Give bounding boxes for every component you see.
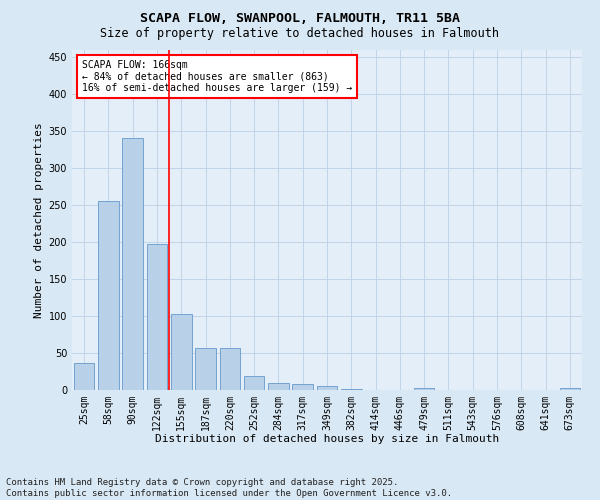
Y-axis label: Number of detached properties: Number of detached properties: [34, 122, 44, 318]
Bar: [317, 386, 337, 390]
Bar: [74, 364, 94, 390]
Bar: [195, 348, 216, 390]
Bar: [341, 388, 362, 390]
Text: Size of property relative to detached houses in Falmouth: Size of property relative to detached ho…: [101, 28, 499, 40]
Bar: [220, 348, 240, 390]
Bar: [171, 314, 191, 390]
Text: SCAPA FLOW, SWANPOOL, FALMOUTH, TR11 5BA: SCAPA FLOW, SWANPOOL, FALMOUTH, TR11 5BA: [140, 12, 460, 26]
Bar: [268, 382, 289, 390]
Bar: [414, 388, 434, 390]
X-axis label: Distribution of detached houses by size in Falmouth: Distribution of detached houses by size …: [155, 434, 499, 444]
Bar: [560, 388, 580, 390]
Bar: [146, 244, 167, 390]
Bar: [122, 138, 143, 390]
Text: Contains HM Land Registry data © Crown copyright and database right 2025.
Contai: Contains HM Land Registry data © Crown c…: [6, 478, 452, 498]
Bar: [292, 384, 313, 390]
Bar: [98, 201, 119, 390]
Text: SCAPA FLOW: 166sqm
← 84% of detached houses are smaller (863)
16% of semi-detach: SCAPA FLOW: 166sqm ← 84% of detached hou…: [82, 60, 352, 94]
Bar: [244, 376, 265, 390]
